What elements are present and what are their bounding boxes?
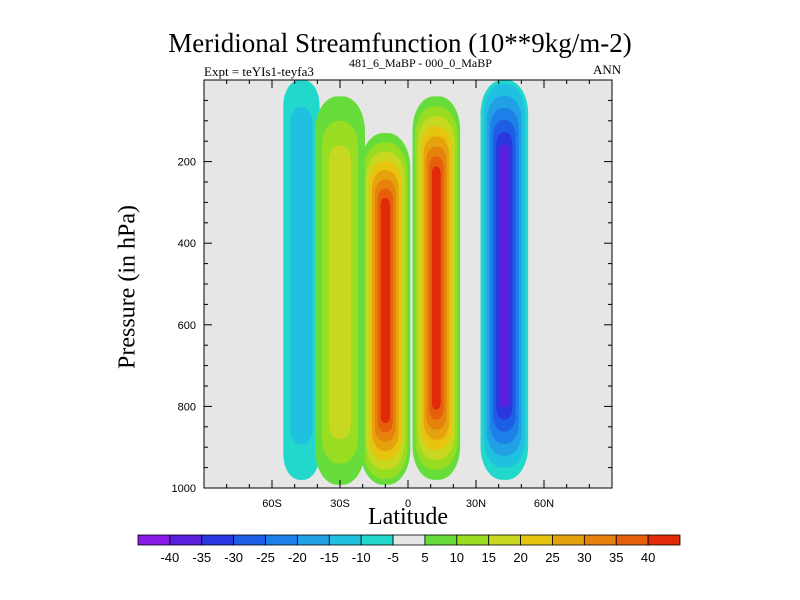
colorbar-label: -40 — [160, 550, 179, 565]
colorbar-label: 20 — [513, 550, 527, 565]
season-label: ANN — [593, 62, 622, 77]
colorbar-swatch — [201, 534, 235, 546]
colorbar-label: 10 — [450, 550, 464, 565]
colorbar-swatch — [456, 534, 490, 546]
x-tick-label: 30N — [466, 498, 486, 510]
colorbar-swatch — [615, 534, 649, 546]
x-axis-label: Latitude — [368, 504, 448, 530]
colorbar-swatch — [647, 534, 681, 546]
colorbar: -40 -35 -30 -25 -20 -15 -10 -5 5 10 15 20 25 30 35 40 — [137, 534, 681, 565]
colorbar-swatch — [137, 534, 171, 546]
x-tick-label: 0 — [405, 498, 411, 510]
colorbar-label: 40 — [641, 550, 655, 565]
colorbar-swatch — [297, 534, 330, 546]
southern-positive-band-level-3 — [328, 145, 352, 440]
colorbar-label: -15 — [320, 550, 339, 565]
colorbar-label: -10 — [352, 550, 371, 565]
colorbar-label: 30 — [577, 550, 591, 565]
colorbar-swatch — [520, 534, 553, 546]
colorbar-label: -20 — [288, 550, 307, 565]
southern-hadley-cell-level-8 — [380, 198, 390, 423]
experiment-periods: 481_6_MaBP - 000_0_MaBP — [349, 56, 492, 70]
experiment-label: Expt = teYIs1-teyfa3 — [204, 64, 314, 79]
northern-hadley-cell-level-8 — [431, 166, 441, 410]
northern-ferrel-cell-level-7 — [499, 144, 510, 408]
colorbar-label: 25 — [545, 550, 559, 565]
colorbar-swatch — [488, 534, 521, 546]
x-tick-label: 30S — [330, 498, 350, 510]
colorbar-swatch — [360, 534, 394, 546]
colorbar-swatch — [583, 534, 617, 546]
colorbar-label: 35 — [609, 550, 623, 565]
colorbar-swatch — [233, 534, 266, 546]
y-tick-label: 400 — [178, 238, 196, 250]
colorbar-label: -5 — [387, 550, 399, 565]
colorbar-swatch — [328, 534, 362, 546]
colorbar-label: 15 — [481, 550, 495, 565]
colorbar-swatch — [169, 534, 203, 546]
axes: 60S 30S 0 30N 60N 200 400 600 800 1000 — [172, 80, 612, 510]
y-tick-label: 1000 — [172, 483, 196, 495]
x-tick-label: 60N — [534, 498, 554, 510]
colorbar-label: -35 — [192, 550, 211, 565]
southern-ferrel-cell-level-2 — [290, 107, 313, 445]
colorbar-swatch — [424, 534, 458, 546]
colorbar-swatch — [265, 534, 298, 546]
chart-title: Meridional Streamfunction (10**9kg/m-2) — [168, 28, 632, 58]
colorbar-label: -30 — [224, 550, 243, 565]
colorbar-swatch — [552, 534, 585, 546]
x-tick-label: 60S — [262, 498, 282, 510]
colorbar-label: 5 — [421, 550, 428, 565]
colorbar-swatch — [392, 534, 426, 546]
colorbar-label: -25 — [256, 550, 275, 565]
contour-fill-layer — [283, 80, 529, 485]
y-tick-label: 600 — [178, 320, 196, 332]
y-tick-label: 800 — [178, 401, 196, 413]
y-tick-label: 200 — [178, 157, 196, 169]
